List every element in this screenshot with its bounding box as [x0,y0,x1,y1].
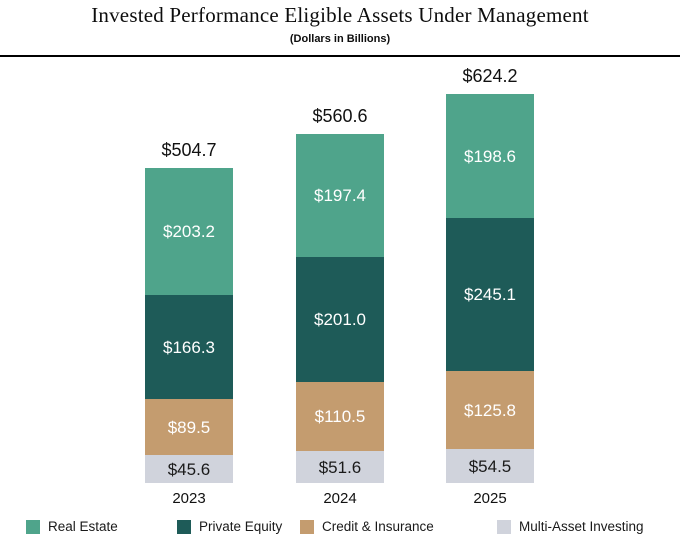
legend: Real Estate Private Equity Credit & Insura… [0,520,680,540]
segment-value-label: $203.2 [163,222,215,241]
title-divider-line [0,55,680,57]
bar-total-label-2025: $624.2 [462,66,518,86]
legend-swatch-credit-insurance [300,520,314,534]
bar-total-label-2023: $504.7 [161,140,217,160]
segment-value-label: $51.6 [318,457,362,477]
category-label-2023: 2023 [172,490,206,507]
chart-subtitle: (Dollars in Billions) [289,33,391,45]
segment-value-label: $110.5 [314,407,366,426]
segment-real-estate-2023: $203.2 [145,168,233,295]
segment-value-label: $125.8 [464,400,516,420]
chart-plot: $45.6 $89.5 $166.3 $203.2 $504.7 2023 $51.6 $11… [0,57,680,545]
category-label-2024: 2024 [323,490,357,507]
segment-value-label: $45.6 [167,459,211,479]
legend-swatch-real-estate [26,520,40,534]
bar-total-label-2024: $560.6 [312,106,368,126]
legend-label-real-estate: Real Estate [48,519,118,535]
segment-private-equity-2024: $201.0 [296,257,384,382]
bar-2024: $51.6 $110.5 $201.0 $197.4 [296,134,384,483]
category-label-2025: 2025 [473,490,507,507]
segment-value-label: $197.4 [314,186,366,205]
segment-real-estate-2024: $197.4 [296,134,384,257]
legend-swatch-multi-asset-investing [497,520,511,534]
segment-value-label: $198.6 [464,146,516,166]
legend-label-private-equity: Private Equity [199,519,283,535]
segment-real-estate-2025: $198.6 [446,94,534,218]
segment-credit-insurance-2024: $110.5 [296,382,384,451]
segment-value-label: $201.0 [314,310,366,329]
bar-2023: $45.6 $89.5 $166.3 $203.2 [145,168,233,483]
legend-item-private-equity: Private Equity [177,520,282,534]
legend-label-credit-insurance: Credit & Insurance [322,519,434,535]
legend-item-credit-insurance: Credit & Insurance [300,520,434,534]
legend-item-real-estate: Real Estate [26,520,118,534]
segment-private-equity-2023: $166.3 [145,295,233,399]
segment-value-label: $245.1 [464,285,516,304]
legend-label-multi-asset-investing: Multi-Asset Investing [519,519,644,535]
segment-value-label: $54.5 [468,456,512,476]
segment-multi-asset-investing-2024: $51.6 [296,451,384,483]
segment-multi-asset-investing-2025: $54.5 [446,449,534,483]
segment-multi-asset-investing-2023: $45.6 [145,455,233,483]
segment-value-label: $166.3 [163,337,215,357]
segment-value-label: $89.5 [167,417,211,437]
segment-credit-insurance-2023: $89.5 [145,399,233,455]
legend-item-multi-asset-investing: Multi-Asset Investing [497,520,644,534]
chart-title: Invested Performance Eligible Assets Und… [91,3,589,27]
bar-2025: $54.5 $125.8 $245.1 $198.6 [446,94,534,483]
segment-credit-insurance-2025: $125.8 [446,371,534,449]
segment-private-equity-2025: $245.1 [446,218,534,371]
legend-swatch-private-equity [177,520,191,534]
